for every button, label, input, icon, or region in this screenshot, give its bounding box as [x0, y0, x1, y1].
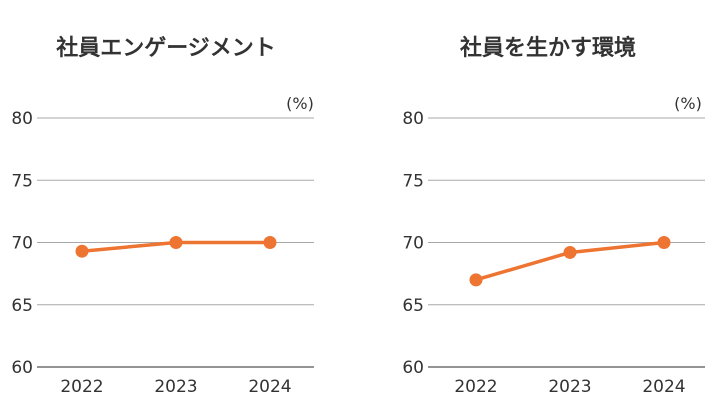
y-tick-label: 75 [402, 171, 424, 191]
unit-label: (%) [674, 94, 702, 113]
x-tick-label: 2024 [642, 377, 685, 397]
y-tick-label: 60 [11, 358, 33, 378]
x-tick-label: 2024 [248, 377, 291, 397]
x-tick-label: 2023 [154, 377, 197, 397]
data-point [263, 236, 277, 249]
y-tick-label: 60 [402, 358, 424, 378]
y-tick-label: 70 [11, 234, 33, 254]
data-point [169, 236, 183, 249]
chart-engagement: 社員エンゲージメント (%) 80 75 70 65 60 2022 2023 2024 [11, 35, 314, 397]
chart-title: 社員を生かす環境 [460, 35, 636, 61]
data-point [563, 245, 577, 259]
chart-title: 社員エンゲージメント [56, 35, 276, 61]
x-tick-label: 2022 [454, 377, 497, 397]
data-point [469, 273, 483, 287]
y-tick-label: 65 [11, 296, 33, 316]
y-tick-label: 80 [11, 109, 33, 129]
x-tick-label: 2022 [60, 377, 103, 397]
y-tick-label: 80 [402, 109, 424, 129]
unit-label: (%) [286, 94, 314, 113]
x-tick-label: 2023 [548, 377, 591, 397]
y-tick-label: 70 [402, 234, 424, 254]
y-tick-label: 65 [402, 296, 424, 316]
data-point [657, 236, 671, 249]
y-tick-label: 75 [11, 171, 33, 191]
chart-environment: 社員を生かす環境 (%) 80 75 70 65 60 2022 2023 2024 [402, 35, 705, 397]
data-point [75, 244, 89, 258]
